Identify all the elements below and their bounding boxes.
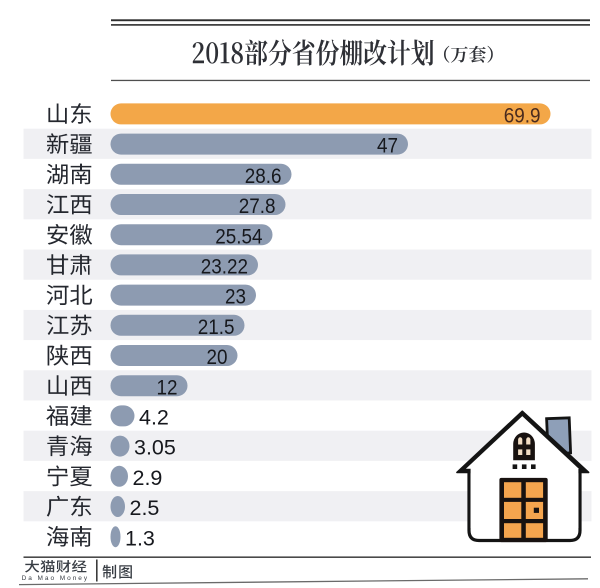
svg-text:Da Mao Money: Da Mao Money [22,575,89,582]
svg-text:28.6: 28.6 [245,164,282,188]
svg-text:1.3: 1.3 [125,526,155,550]
svg-text:27.8: 27.8 [239,194,276,218]
svg-text:2.9: 2.9 [133,466,163,490]
svg-text:2.5: 2.5 [130,496,160,520]
svg-text:23: 23 [225,285,246,309]
svg-text:23.22: 23.22 [201,255,248,279]
svg-text:3.05: 3.05 [134,436,176,460]
svg-text:25.54: 25.54 [215,224,262,248]
svg-text:20: 20 [207,345,228,369]
svg-text:47: 47 [377,134,398,158]
svg-text:12: 12 [157,375,178,399]
svg-text:4.2: 4.2 [139,406,169,430]
svg-text:69.9: 69.9 [504,104,541,128]
svg-text:21.5: 21.5 [198,315,235,339]
